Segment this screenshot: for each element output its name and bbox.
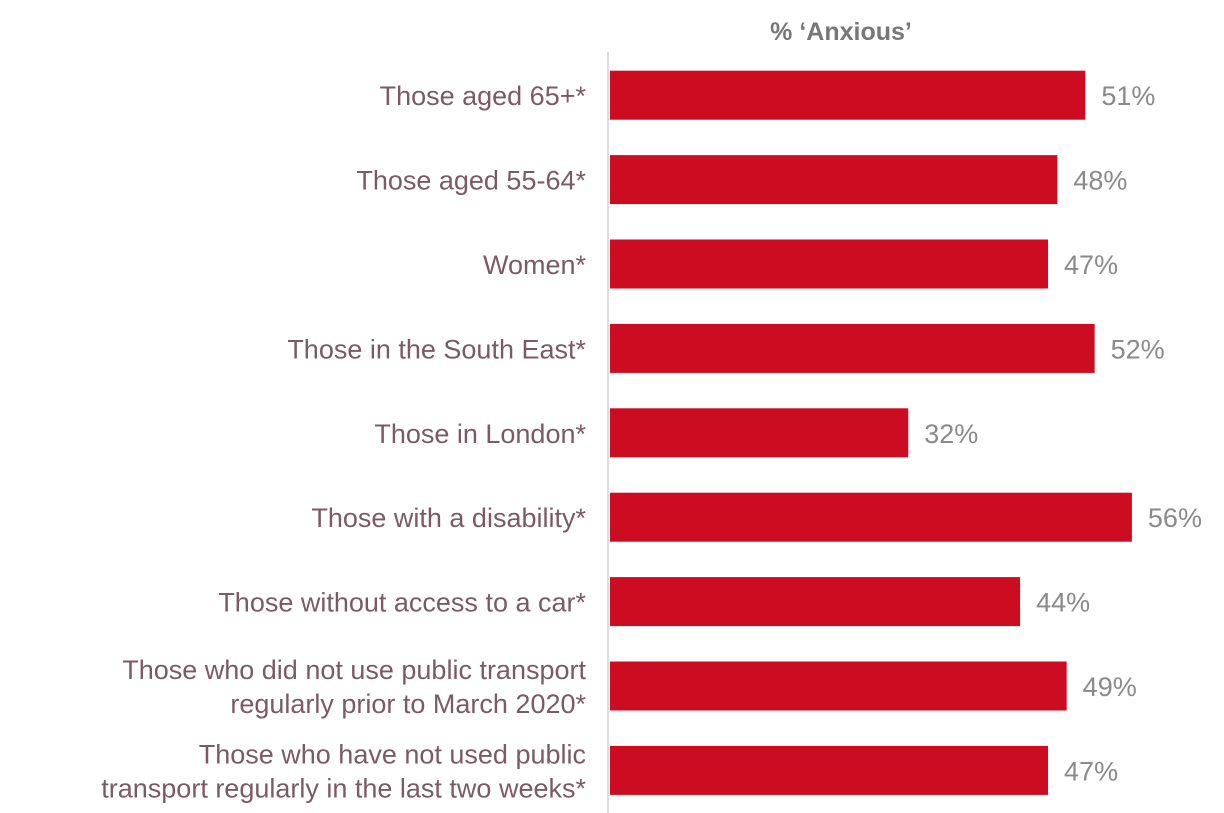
bar <box>610 239 1049 289</box>
category-labels-group: Those aged 65+* Those aged 55-64* Women* Th… <box>101 81 586 803</box>
category-label: Those with a disability* <box>311 503 586 533</box>
category-label-line: Those aged 65+* <box>380 81 587 111</box>
bar-value-label: 52% <box>1111 334 1165 364</box>
category-label: Those who did not use public transport re… <box>122 655 586 719</box>
bar <box>610 577 1021 627</box>
bar-value-label: 44% <box>1036 588 1090 618</box>
category-label: Those in the South East* <box>287 334 586 364</box>
category-label-line: Those who have not used public <box>199 739 586 769</box>
bar-value-label: 51% <box>1101 81 1155 111</box>
category-label-line: Those in London* <box>374 419 586 449</box>
category-label: Those without access to a car* <box>218 588 586 618</box>
category-label-line: Those in the South East* <box>287 334 586 364</box>
bar-value-label: 47% <box>1064 250 1118 280</box>
bar <box>610 492 1132 542</box>
category-label-line: Those without access to a car* <box>218 588 586 618</box>
bar <box>610 661 1067 711</box>
chart-title: % ‘Anxious’ <box>770 18 912 46</box>
bars-group <box>610 70 1132 795</box>
bar <box>610 745 1049 795</box>
bar <box>610 408 909 458</box>
value-labels-group: 51% 48% 47% 52% 32% 56% 44% 49% 47% <box>924 81 1202 786</box>
bar <box>610 70 1086 120</box>
category-label: Those aged 55-64* <box>356 166 586 196</box>
bar <box>610 155 1058 205</box>
category-label: Those aged 65+* <box>380 81 587 111</box>
category-label-line: transport regularly in the last two week… <box>101 773 586 803</box>
category-label: Those who have not used public transport … <box>101 739 586 803</box>
category-label-line: Those with a disability* <box>311 503 586 533</box>
bar <box>610 323 1095 373</box>
category-label-line: Women* <box>483 250 587 280</box>
bar-value-label: 56% <box>1148 503 1202 533</box>
category-label-line: Those aged 55-64* <box>356 166 586 196</box>
category-label: Those in London* <box>374 419 586 449</box>
category-label-line: regularly prior to March 2020* <box>230 689 586 719</box>
bar-value-label: 49% <box>1083 672 1137 702</box>
bar-value-label: 48% <box>1073 166 1127 196</box>
bar-value-label: 32% <box>924 419 978 449</box>
category-label: Women* <box>483 250 587 280</box>
bar-value-label: 47% <box>1064 756 1118 786</box>
category-label-line: Those who did not use public transport <box>122 655 586 685</box>
